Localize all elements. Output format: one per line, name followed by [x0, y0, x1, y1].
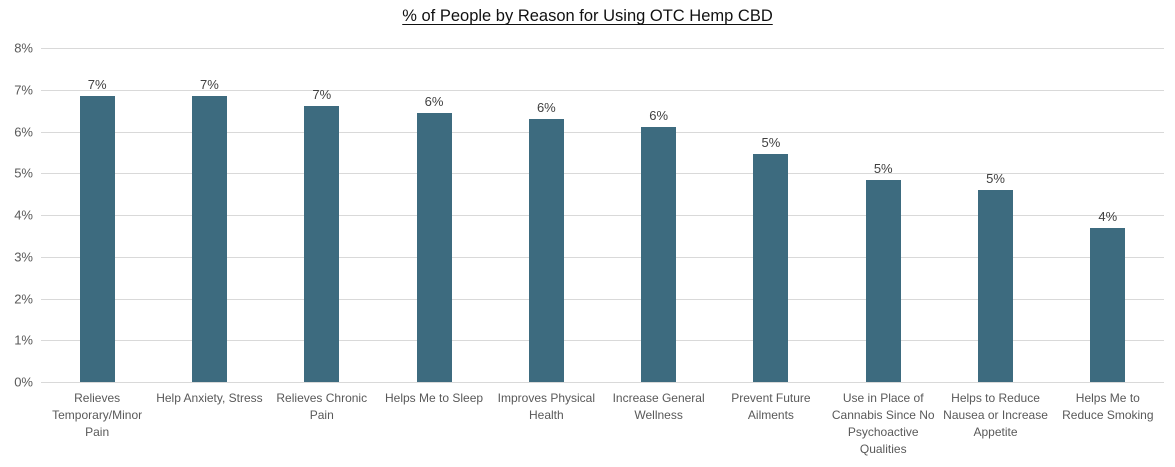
- bar: [753, 154, 789, 382]
- bar-value-label: 5%: [986, 170, 1005, 186]
- bar: [1090, 227, 1126, 382]
- x-axis-label: Helps Me to Sleep: [385, 391, 484, 405]
- y-axis-tick-label: 8%: [14, 40, 33, 56]
- gridline: [41, 89, 1164, 91]
- bar: [416, 112, 452, 382]
- x-axis-label: Improves Physical Health: [497, 391, 596, 422]
- bar-slot: 7%: [153, 48, 265, 382]
- bar-value-label: 5%: [761, 135, 781, 151]
- bar-slot: 4%: [1052, 48, 1164, 382]
- bar-value-label: 7%: [200, 77, 219, 93]
- x-axis-label: Helps Me to Reduce Smoking: [1062, 391, 1154, 422]
- bar-slot: 5%: [827, 48, 939, 382]
- x-axis-label: Relieves Chronic Pain: [276, 391, 368, 422]
- bar: [191, 96, 227, 382]
- gridline: [41, 173, 1164, 175]
- y-axis: 8% 7% 6% 5% 4% 3% 2% 1% 0%: [0, 41, 33, 390]
- bar: [865, 179, 901, 382]
- y-axis-tick-label: 3%: [14, 249, 33, 265]
- bar: [304, 106, 340, 382]
- bar-value-label: 6%: [536, 99, 556, 115]
- bar-value-label: 5%: [873, 160, 893, 176]
- chart-title: % of People by Reason for Using OTC Hemp…: [402, 7, 773, 25]
- bar-slot: 5%: [939, 48, 1051, 382]
- y-axis-tick-label: 6%: [14, 124, 33, 139]
- gridlines: [41, 48, 1164, 383]
- bar-slot: 7%: [41, 48, 153, 382]
- gridline: [41, 298, 1164, 300]
- x-axis-labels: Relieves Temporary/Minor Pain Help Anxiety,…: [41, 390, 1164, 458]
- y-axis-tick-label: 0%: [14, 374, 33, 390]
- gridline: [41, 215, 1164, 216]
- plot-area: 7% 7% 7% 6% 6% 6% 5% 5% 5% 4%: [41, 48, 1164, 383]
- bar-slot: 6%: [490, 48, 602, 382]
- bar-value-label: 4%: [1098, 208, 1118, 224]
- bar-value-label: 7%: [87, 77, 107, 93]
- gridline: [41, 256, 1164, 258]
- bar: [528, 118, 564, 382]
- bar-slot: 6%: [602, 48, 714, 382]
- bar-value-label: 7%: [312, 87, 332, 103]
- y-axis-tick-label: 7%: [14, 82, 33, 98]
- x-axis-label: Help Anxiety, Stress: [156, 391, 263, 405]
- gridline: [41, 382, 1164, 383]
- bar-value-label: 6%: [424, 93, 444, 109]
- gridline: [41, 340, 1164, 342]
- bar: [641, 127, 677, 382]
- bars: 7% 7% 7% 6% 6% 6% 5% 5% 5% 4%: [41, 48, 1164, 382]
- x-axis-label: Prevent Future Ailments: [731, 391, 811, 422]
- y-axis-tick-label: 1%: [14, 332, 33, 348]
- bar-slot: 7%: [266, 48, 378, 382]
- y-axis-tick-label: 2%: [14, 291, 33, 306]
- x-axis-label: Use in Place of Cannabis Since No Psychoac…: [831, 391, 935, 456]
- bar-slot: 5%: [715, 48, 827, 382]
- bar: [978, 189, 1014, 382]
- gridline: [41, 131, 1164, 133]
- bar-value-label: 6%: [649, 108, 669, 124]
- bar-slot: 6%: [378, 48, 490, 382]
- y-axis-tick-label: 4%: [14, 207, 33, 223]
- x-axis-label: Increase General Wellness: [612, 391, 705, 422]
- x-axis-label: Helps to Reduce Nausea or Increase Appetit…: [943, 391, 1048, 439]
- x-axis-label: Relieves Temporary/Minor Pain: [52, 391, 143, 439]
- y-axis-tick-label: 5%: [14, 165, 33, 181]
- gridline: [41, 48, 1164, 49]
- bar: [79, 96, 115, 382]
